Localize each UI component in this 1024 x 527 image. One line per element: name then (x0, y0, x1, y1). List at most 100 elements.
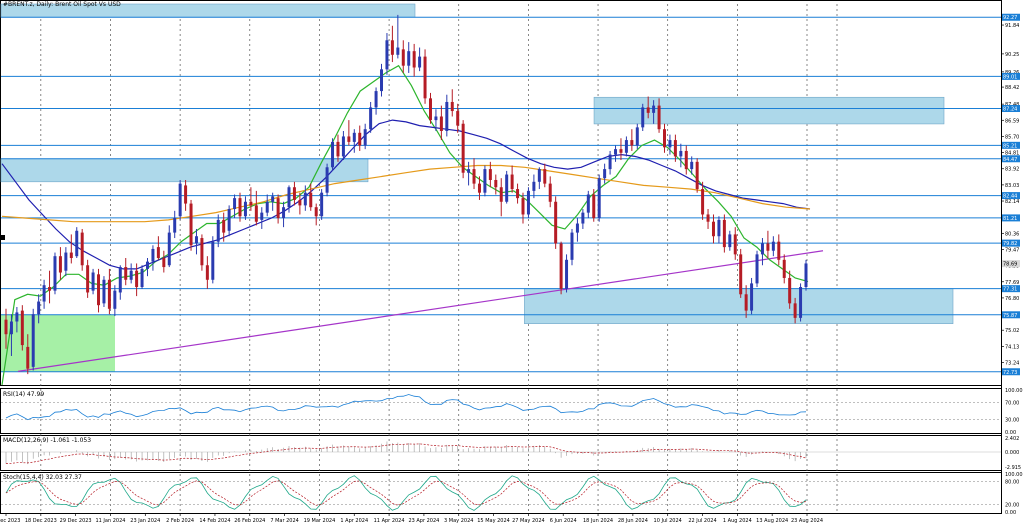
price-tag (1002, 285, 1020, 293)
candle-body (614, 149, 618, 155)
x-tick-label: 1 Aug 2024 (723, 518, 752, 524)
candle-body (282, 207, 286, 219)
candle-body (102, 279, 106, 304)
x-tick-label: 14 Feb 2024 (199, 518, 230, 524)
price-tag (1002, 105, 1020, 113)
price-tag (1002, 368, 1020, 376)
candle-body (385, 40, 389, 70)
candle-body (706, 214, 710, 222)
stoch-label: Stoch(15,4,4) 32.03 27.37 (3, 474, 82, 481)
candle-body (565, 259, 569, 289)
candle-body (91, 272, 95, 291)
candle-body (445, 101, 449, 131)
candle-body (390, 40, 394, 55)
stoch-tick-label: 100.00 (1005, 472, 1023, 478)
candle-body (788, 277, 792, 304)
x-tick-label: 28 Jun 2024 (618, 518, 648, 524)
y-tick-label: 73.24 (1005, 361, 1019, 367)
candle-body (717, 219, 721, 237)
candle-body (216, 219, 220, 242)
x-tick-label: 13 Aug 2024 (756, 518, 788, 524)
candle-body (325, 167, 329, 193)
candle-body (537, 169, 541, 182)
candle-body (80, 232, 84, 266)
price-tag-label: 85.21 (1003, 143, 1017, 149)
candle-body (624, 140, 628, 153)
x-tick-label: 18 Dec 2023 (25, 518, 57, 524)
candle-body (37, 301, 41, 315)
candle-body (352, 132, 356, 142)
candle-body (739, 254, 743, 295)
stoch-k-line (5, 475, 807, 511)
candle-body (146, 261, 149, 269)
candle-body (118, 267, 122, 293)
candle-body (9, 321, 13, 335)
candle-body (287, 187, 291, 208)
stoch-tick-label: 80.00 (1005, 480, 1019, 486)
candle-body (570, 232, 574, 260)
candle-body (799, 287, 803, 318)
left-arrow-marker (0, 235, 5, 240)
candle-body (733, 234, 737, 255)
candle-body (227, 209, 231, 231)
price-tag (1002, 72, 1020, 80)
candle-body (690, 161, 694, 170)
candle-body (243, 201, 247, 217)
candle-body (657, 105, 661, 130)
candle-body (113, 290, 117, 309)
candle-body (271, 196, 275, 202)
candle-body (374, 91, 378, 108)
ma-line (1, 164, 811, 223)
chart-title: #BRENT.z, Daily: Brent Oil Spot Vs USD (3, 1, 121, 8)
candle-body (97, 274, 101, 306)
candle-body (69, 252, 73, 258)
candle-body (679, 150, 683, 157)
candle-body (363, 129, 367, 146)
zone-4 (1, 314, 115, 372)
stoch-tick-label: 0.00 (1005, 510, 1016, 516)
x-tick-label: 7 Mar 2024 (270, 518, 299, 524)
candle-body (766, 243, 770, 251)
candle-body (4, 319, 8, 335)
candle-body (728, 234, 732, 248)
candle-body (760, 243, 764, 255)
x-tick-label: 3 May 2024 (444, 518, 473, 524)
candle-body (652, 105, 656, 113)
candle-body (412, 51, 416, 68)
candle-body (701, 189, 705, 215)
candle-body (407, 51, 411, 66)
candle-body (581, 212, 585, 224)
price-tag (1002, 239, 1020, 247)
candle-body (586, 194, 590, 213)
y-tick-label: 75.02 (1005, 328, 1019, 334)
candle-body (347, 136, 351, 142)
candle-body (663, 129, 666, 148)
macd-tick-label: 0.000 (1005, 450, 1019, 456)
y-tick-label: 83.03 (1005, 183, 1019, 189)
candle-body (15, 312, 19, 322)
candle-body (526, 190, 530, 215)
macd-signal (5, 443, 807, 464)
candle-body (477, 183, 481, 193)
candle-body (396, 47, 400, 55)
candle-body (336, 141, 340, 157)
rsi-tick-label: 100.00 (1005, 388, 1023, 394)
x-tick-label: 11 Jan 2024 (95, 518, 125, 524)
x-tick-label: 22 Jul 2024 (688, 518, 716, 524)
y-tick-label: 90.25 (1005, 52, 1019, 58)
macd-pane-frame (0, 435, 1002, 471)
candle-body (488, 169, 492, 180)
candle-body (695, 161, 699, 190)
candle-body (771, 241, 775, 251)
price-tag (1002, 260, 1020, 268)
candle-body (423, 56, 427, 99)
x-tick-label: 26 Feb 2024 (234, 518, 265, 524)
candle-body (205, 265, 209, 280)
candle-body (456, 111, 460, 126)
candle-body (608, 154, 612, 170)
candle-body (380, 69, 384, 92)
candle-body (75, 230, 79, 257)
candle-body (86, 265, 90, 293)
candle-body (129, 270, 133, 280)
